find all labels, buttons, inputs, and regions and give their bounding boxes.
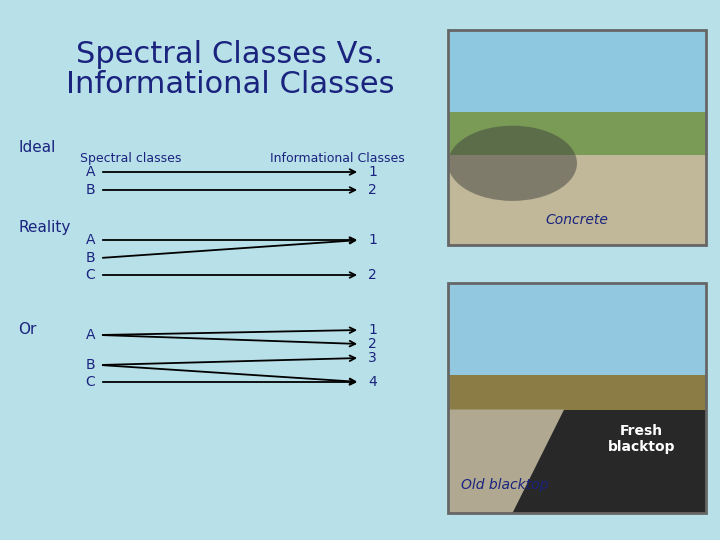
Text: Spectral classes: Spectral classes: [80, 152, 181, 165]
Polygon shape: [448, 409, 564, 513]
Bar: [448, 112, 706, 154]
Text: A: A: [86, 165, 95, 179]
Polygon shape: [500, 409, 706, 513]
Text: Spectral Classes Vs.: Spectral Classes Vs.: [76, 40, 384, 69]
Text: C: C: [85, 268, 95, 282]
Text: 4: 4: [368, 375, 377, 389]
Text: B: B: [86, 251, 95, 265]
Text: A: A: [86, 233, 95, 247]
Text: C: C: [85, 375, 95, 389]
Bar: [448, 375, 706, 409]
Bar: [448, 30, 706, 112]
Text: Concrete: Concrete: [546, 213, 608, 227]
Ellipse shape: [448, 126, 577, 201]
Text: 2: 2: [368, 337, 377, 351]
Text: B: B: [86, 183, 95, 197]
Text: Old blacktop: Old blacktop: [461, 478, 549, 492]
Text: Fresh
blacktop: Fresh blacktop: [608, 424, 675, 455]
Text: 1: 1: [368, 165, 377, 179]
Bar: [448, 283, 706, 375]
Text: Informational Classes: Informational Classes: [270, 152, 405, 165]
Text: 1: 1: [368, 233, 377, 247]
Text: Or: Or: [18, 322, 37, 337]
Text: 2: 2: [368, 183, 377, 197]
Bar: [448, 30, 706, 245]
Text: Informational Classes: Informational Classes: [66, 70, 395, 99]
Text: A: A: [86, 328, 95, 342]
Bar: [448, 154, 706, 245]
Text: 1: 1: [368, 323, 377, 337]
Text: 2: 2: [368, 268, 377, 282]
Text: 3: 3: [368, 351, 377, 365]
Text: B: B: [86, 358, 95, 372]
Bar: [448, 283, 706, 513]
Text: Ideal: Ideal: [18, 140, 55, 155]
Text: Reality: Reality: [18, 220, 71, 235]
